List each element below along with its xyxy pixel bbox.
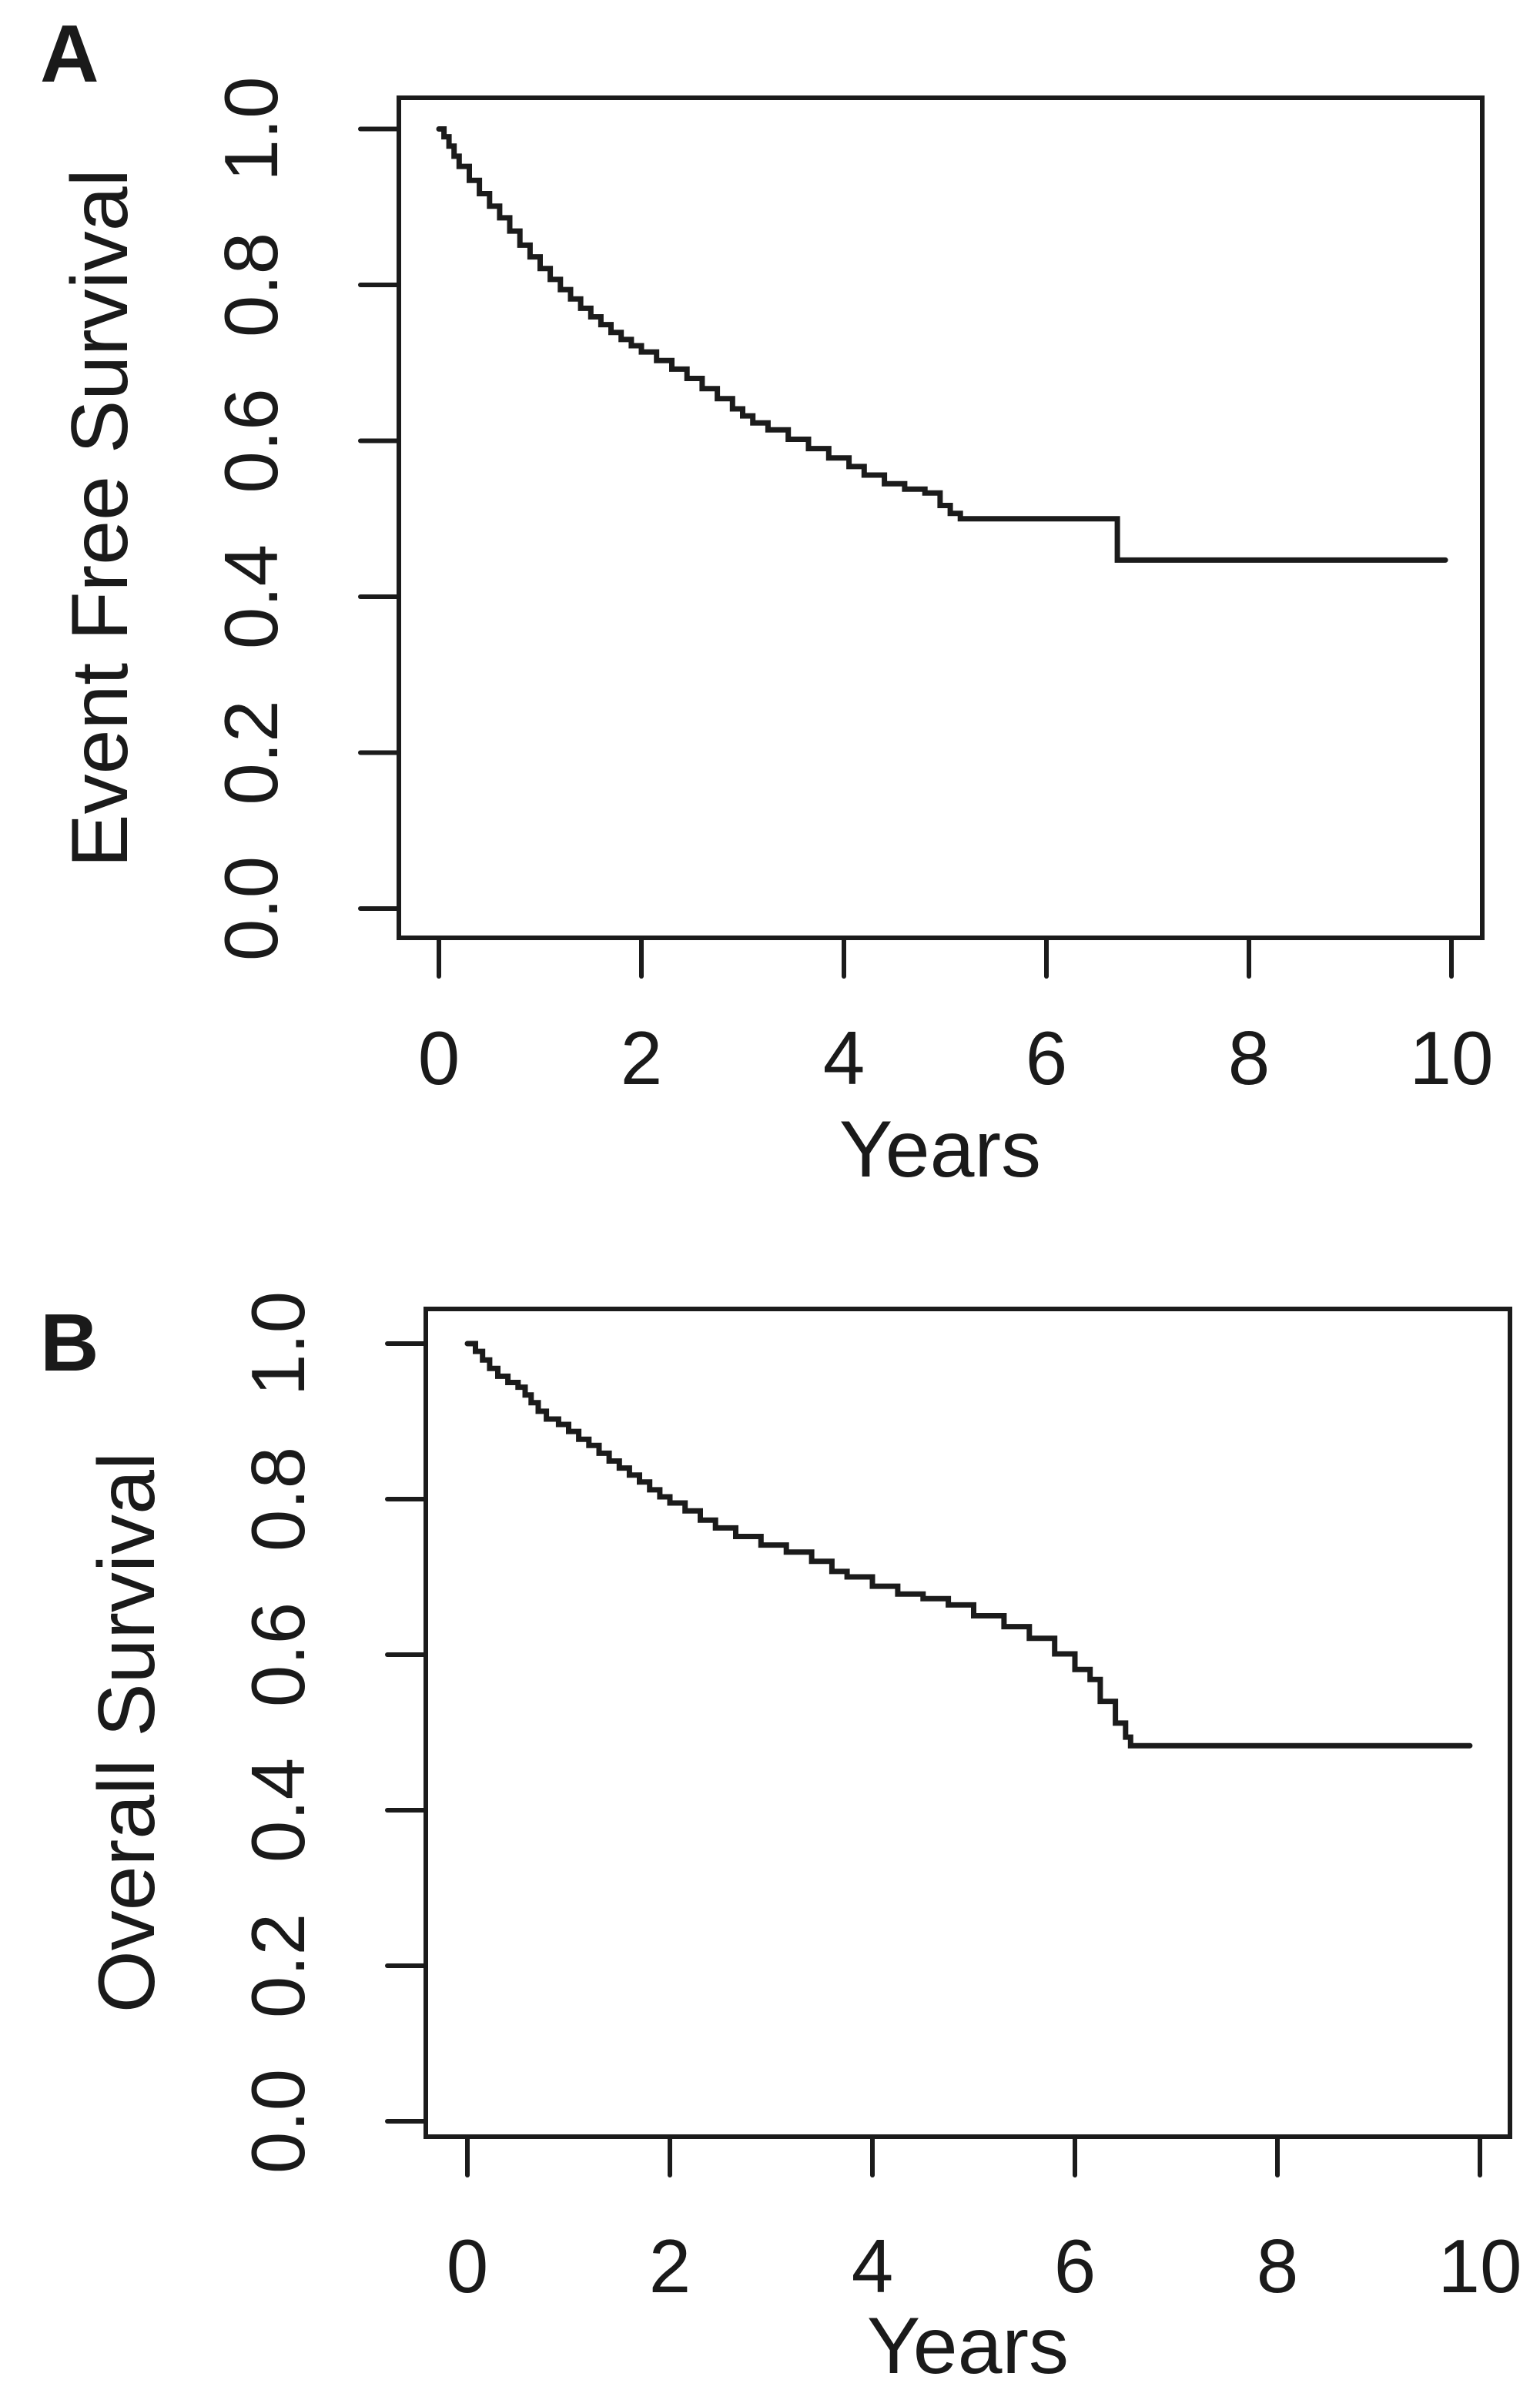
panel-b-label: B [40,1297,99,1388]
x-tick-label: 8 [1257,2224,1299,2308]
y-tick-label: 0.4 [236,1758,320,1863]
panel-a-tick-labels: 0 2 4 6 8 10 0.0 0.2 0.4 0.6 0.8 1.0 [209,76,1494,1100]
y-tick-label: 0.8 [236,1447,320,1551]
x-tick-label: 2 [649,2224,691,2308]
y-tick-label: 0.2 [236,1913,320,2018]
x-tick-label: 4 [852,2224,894,2308]
panel-b-tick-labels: 0 2 4 6 8 10 0.0 0.2 0.4 0.6 0.8 1.0 [236,1291,1522,2308]
panel-a-x-axis-title: Years [839,1105,1041,1194]
x-tick-label: 0 [418,1016,460,1100]
y-tick-label: 0.0 [209,856,293,961]
x-tick-label: 6 [1054,2224,1096,2308]
x-tick-label: 2 [621,1016,663,1100]
y-tick-label: 0.2 [209,700,293,805]
x-tick-label: 4 [823,1016,865,1100]
x-tick-label: 10 [1438,2224,1522,2308]
y-tick-label: 0.0 [236,2069,320,2174]
y-tick-label: 0.8 [209,233,293,337]
y-tick-label: 0.4 [209,544,293,649]
x-tick-label: 8 [1228,1016,1270,1100]
panel-b-x-axis-title: Years [867,2301,1069,2391]
panel-b-y-axis-title: Overall Survival [82,1452,172,2013]
x-tick-label: 0 [447,2224,489,2308]
panel-a-y-axis-title: Event Free Survival [55,169,145,867]
panel-a-ticks [358,126,1454,979]
panel-b-km-curve [464,1341,1473,1749]
x-tick-label: 6 [1026,1016,1068,1100]
panel-b: B 0 2 4 6 8 10 0.0 0.2 0.4 0.6 0.8 1.0 Overall Surv… [40,1291,1522,2391]
y-tick-label: 1.0 [236,1291,320,1396]
panel-b-plot-box [424,1307,1512,2139]
panel-b-ticks [385,1341,1482,2177]
y-tick-label: 0.6 [209,388,293,493]
panel-a-label: A [40,8,99,99]
panel-a-plot-box [397,95,1485,940]
x-tick-label: 10 [1409,1016,1493,1100]
y-tick-label: 0.6 [236,1602,320,1707]
panel-a: A 0 2 4 6 8 10 0.0 0.2 0.4 0.6 0.8 1.0 Event Free S… [40,8,1494,1194]
panel-a-km-curve [436,126,1448,563]
y-tick-label: 1.0 [209,76,293,181]
